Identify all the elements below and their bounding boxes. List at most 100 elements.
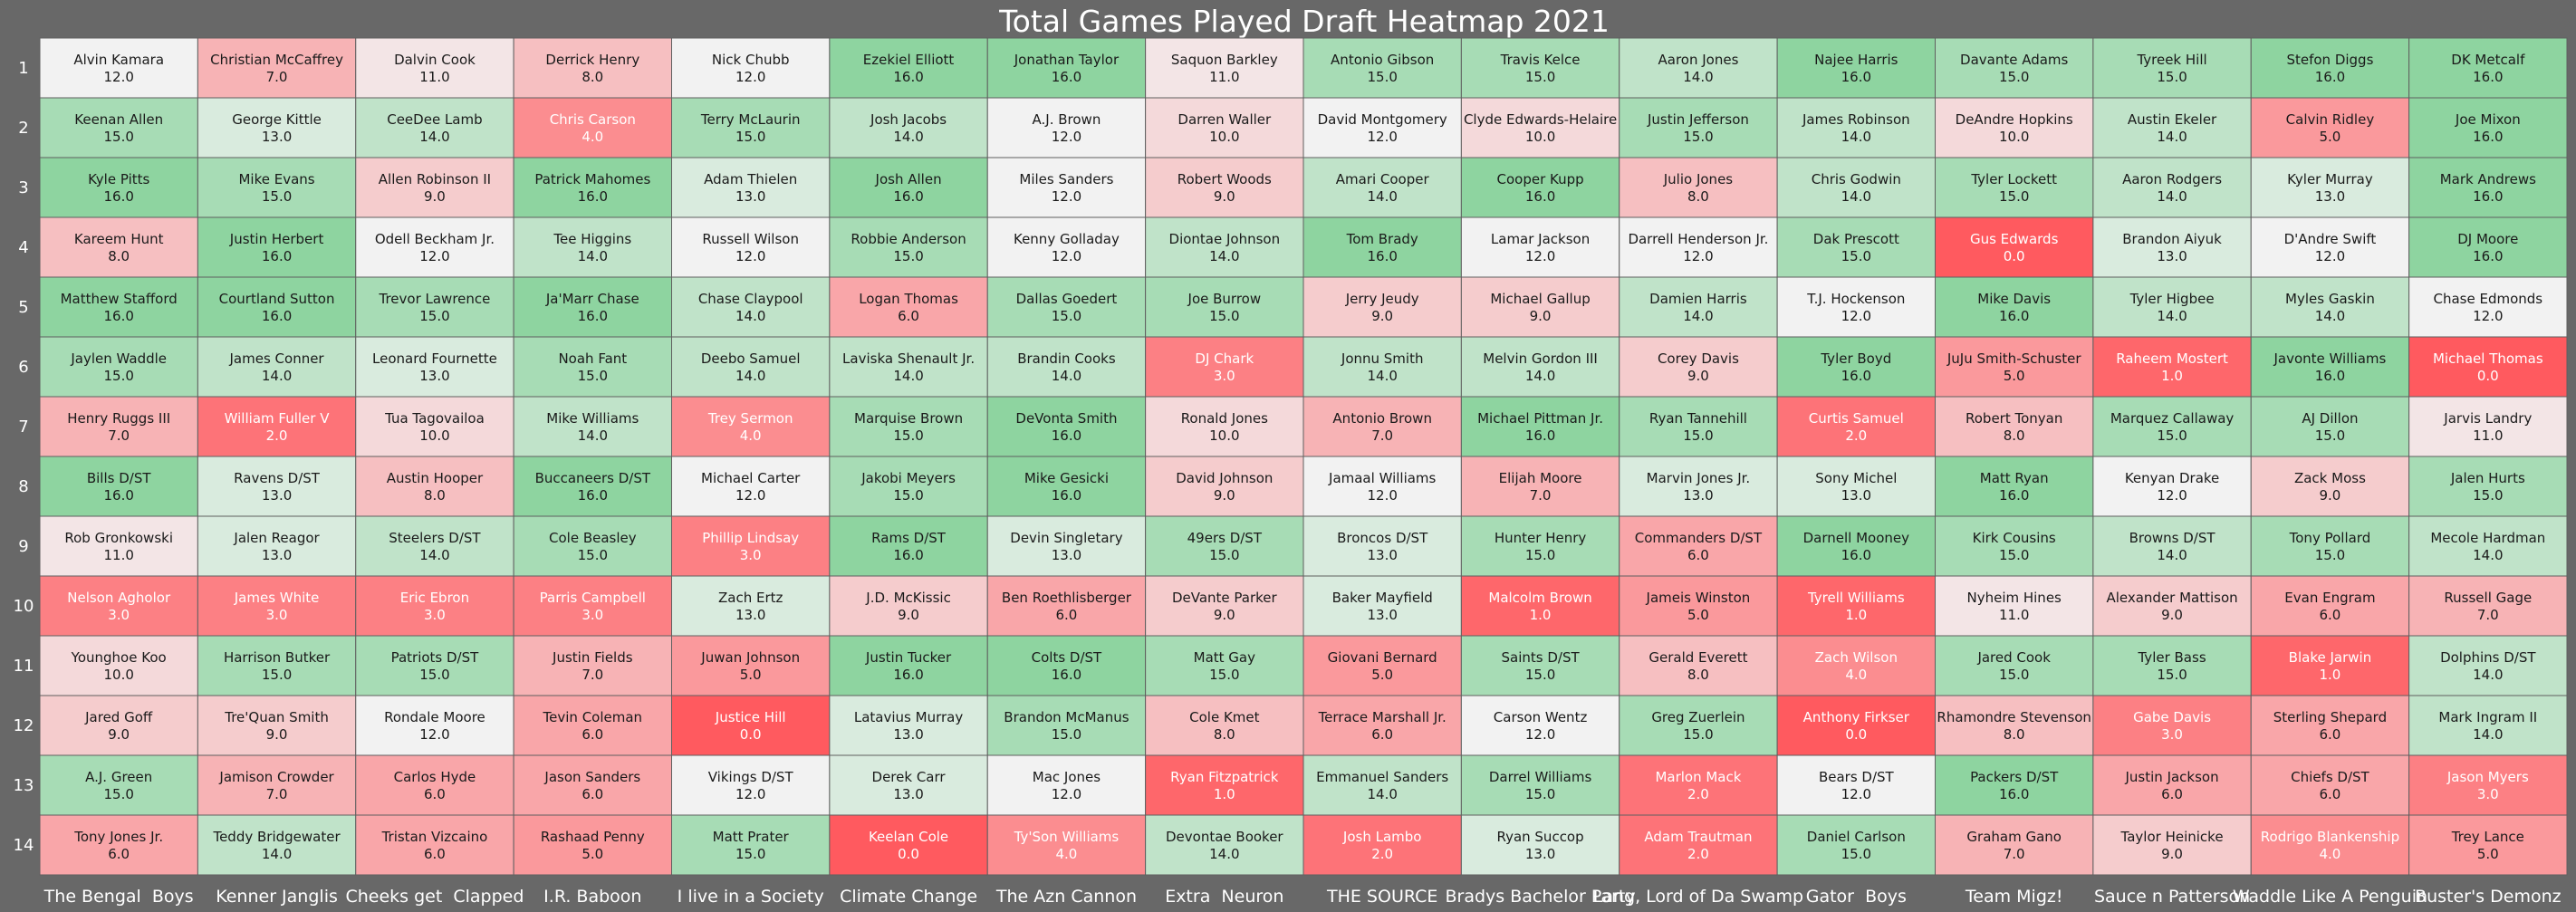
cell-value-label: 14.0: [262, 846, 292, 862]
cell-value-label: 14.0: [2157, 308, 2187, 324]
heatmap-cell-rect: [829, 37, 988, 99]
heatmap-cell: Terrace Marshall Jr.6.0: [1302, 695, 1462, 756]
cell-value-label: 6.0: [2320, 786, 2341, 802]
heatmap-cell: Commanders D/ST6.0: [1619, 515, 1778, 577]
cell-player-label: Ryan Succop: [1496, 829, 1583, 845]
cell-value-label: 1.0: [2320, 667, 2341, 683]
cell-value-label: 16.0: [262, 248, 292, 264]
heatmap-cell-rect: [2250, 216, 2410, 278]
cell-value-label: 13.0: [262, 129, 292, 145]
cell-value-label: 9.0: [108, 726, 130, 743]
cell-value-label: 15.0: [735, 846, 765, 862]
cell-player-label: Adam Trautman: [1644, 829, 1752, 845]
heatmap-cell-rect: [1145, 37, 1304, 99]
heatmap-cell-rect: [2408, 336, 2568, 398]
heatmap-cell-rect: [513, 515, 672, 577]
heatmap-cell-rect: [513, 814, 672, 876]
cell-value-label: 15.0: [735, 129, 765, 145]
cell-value-label: 11.0: [103, 547, 133, 563]
cell-player-label: Leonard Fournette: [372, 350, 497, 367]
heatmap-cell-rect: [355, 695, 514, 756]
cell-player-label: Saints D/ST: [1501, 649, 1580, 666]
cell-player-label: Alexander Mattison: [2106, 590, 2237, 606]
heatmap-cell-rect: [1776, 575, 1936, 637]
cell-player-label: Ravens D/ST: [234, 470, 321, 486]
cell-value-label: 0.0: [898, 846, 919, 862]
heatmap-cell-rect: [2092, 695, 2252, 756]
cell-player-label: Browns D/ST: [2129, 530, 2216, 546]
cell-value-label: 8.0: [424, 487, 446, 504]
cell-value-label: 9.0: [1214, 487, 1235, 504]
cell-player-label: Mac Jones: [1033, 769, 1101, 785]
heatmap-cell-rect: [39, 814, 198, 876]
cell-value-label: 6.0: [1056, 607, 1078, 623]
cell-player-label: Jarvis Landry: [2443, 410, 2532, 427]
cell-value-label: 2.0: [266, 427, 288, 444]
cell-player-label: Myles Gaskin: [2285, 291, 2375, 307]
cell-player-label: Baker Mayfield: [1332, 590, 1433, 606]
cell-value-label: 14.0: [1367, 368, 1397, 384]
cell-value-label: 14.0: [1209, 248, 1239, 264]
cell-value-label: 15.0: [1367, 69, 1397, 85]
cell-value-label: 14.0: [2157, 188, 2187, 205]
heatmap-cell-rect: [1776, 754, 1936, 816]
cell-player-label: Justin Herbert: [229, 231, 324, 247]
cell-player-label: DK Metcalf: [2451, 52, 2525, 68]
cell-player-label: Kyle Pitts: [88, 171, 149, 187]
cell-value-label: 13.0: [262, 547, 292, 563]
cell-value-label: 16.0: [1999, 487, 2029, 504]
heatmap-cell-rect: [2408, 216, 2568, 278]
heatmap-cell-rect: [986, 37, 1147, 99]
cell-value-label: 7.0: [108, 427, 130, 444]
cell-player-label: Justin Jackson: [2125, 769, 2219, 785]
cell-player-label: Steelers D/ST: [389, 530, 481, 546]
heatmap-cell: Michael Pittman Jr.16.0: [1460, 396, 1620, 457]
cell-value-label: 16.0: [2315, 69, 2345, 85]
column-label: Cheeks get Clapped: [345, 887, 524, 907]
cell-player-label: Najee Harris: [1814, 52, 1898, 68]
cell-player-label: Greg Zuerlein: [1651, 709, 1745, 725]
cell-player-label: CeeDee Lamb: [387, 111, 482, 128]
cell-player-label: Sony Michel: [1815, 470, 1897, 486]
cell-player-label: Raheem Mostert: [2116, 350, 2228, 367]
row-label: 14: [14, 836, 34, 855]
cell-player-label: Robert Tonyan: [1966, 410, 2062, 427]
cell-player-label: DeVonta Smith: [1015, 410, 1117, 427]
cell-value-label: 15.0: [103, 129, 133, 145]
cell-player-label: Tre'Quan Smith: [224, 709, 329, 725]
heatmap-cell-rect: [1935, 635, 2094, 696]
cell-value-label: 8.0: [108, 248, 130, 264]
heatmap-cell-rect: [2092, 515, 2252, 577]
cell-value-label: 14.0: [1683, 308, 1713, 324]
cell-player-label: Chris Carson: [550, 111, 636, 128]
heatmap-cell-rect: [1935, 456, 2094, 517]
cell-player-label: A.J. Brown: [1033, 111, 1101, 128]
heatmap-cell-rect: [1145, 276, 1304, 338]
heatmap-cell-rect: [2250, 97, 2410, 158]
cell-player-label: Tyler Boyd: [1820, 350, 1891, 367]
